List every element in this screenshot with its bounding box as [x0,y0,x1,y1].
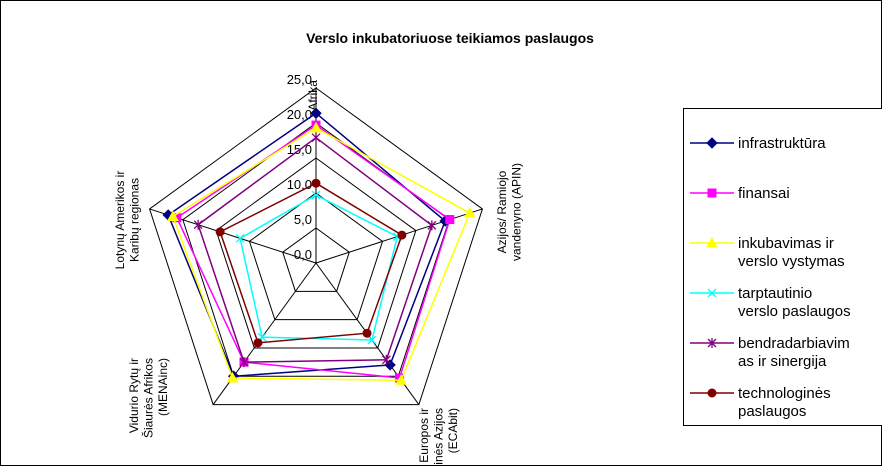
data-point [363,329,371,337]
axis-label-group: Lotynų Amerikos irKaribų regionas [113,171,141,270]
axis-label: Afrika [306,80,320,111]
legend-marker [708,389,716,397]
data-point [398,231,406,239]
legend-label: finansai [738,185,790,202]
r-tick-label: 10,0 [287,177,312,192]
axis-label: Azijos/ Ramiojovandenyno (APIN) [495,163,523,261]
chart-title: Verslo inkubatoriuose teikiamos paslaugo… [306,30,594,46]
data-point [254,339,262,347]
r-tick-label: 0,0 [294,247,312,262]
data-point [312,179,320,187]
axis-label-group: Afrika [306,80,320,111]
data-point [446,216,454,224]
data-point [216,228,224,236]
axis-label: Lotynų Amerikos irKaribų regionas [113,171,141,270]
legend-marker [708,189,716,197]
axis-label-group: Azijos/ Ramiojovandenyno (APIN) [495,163,523,261]
r-tick-label: 5,0 [294,212,312,227]
legend-label: infrastruktūra [738,135,826,152]
